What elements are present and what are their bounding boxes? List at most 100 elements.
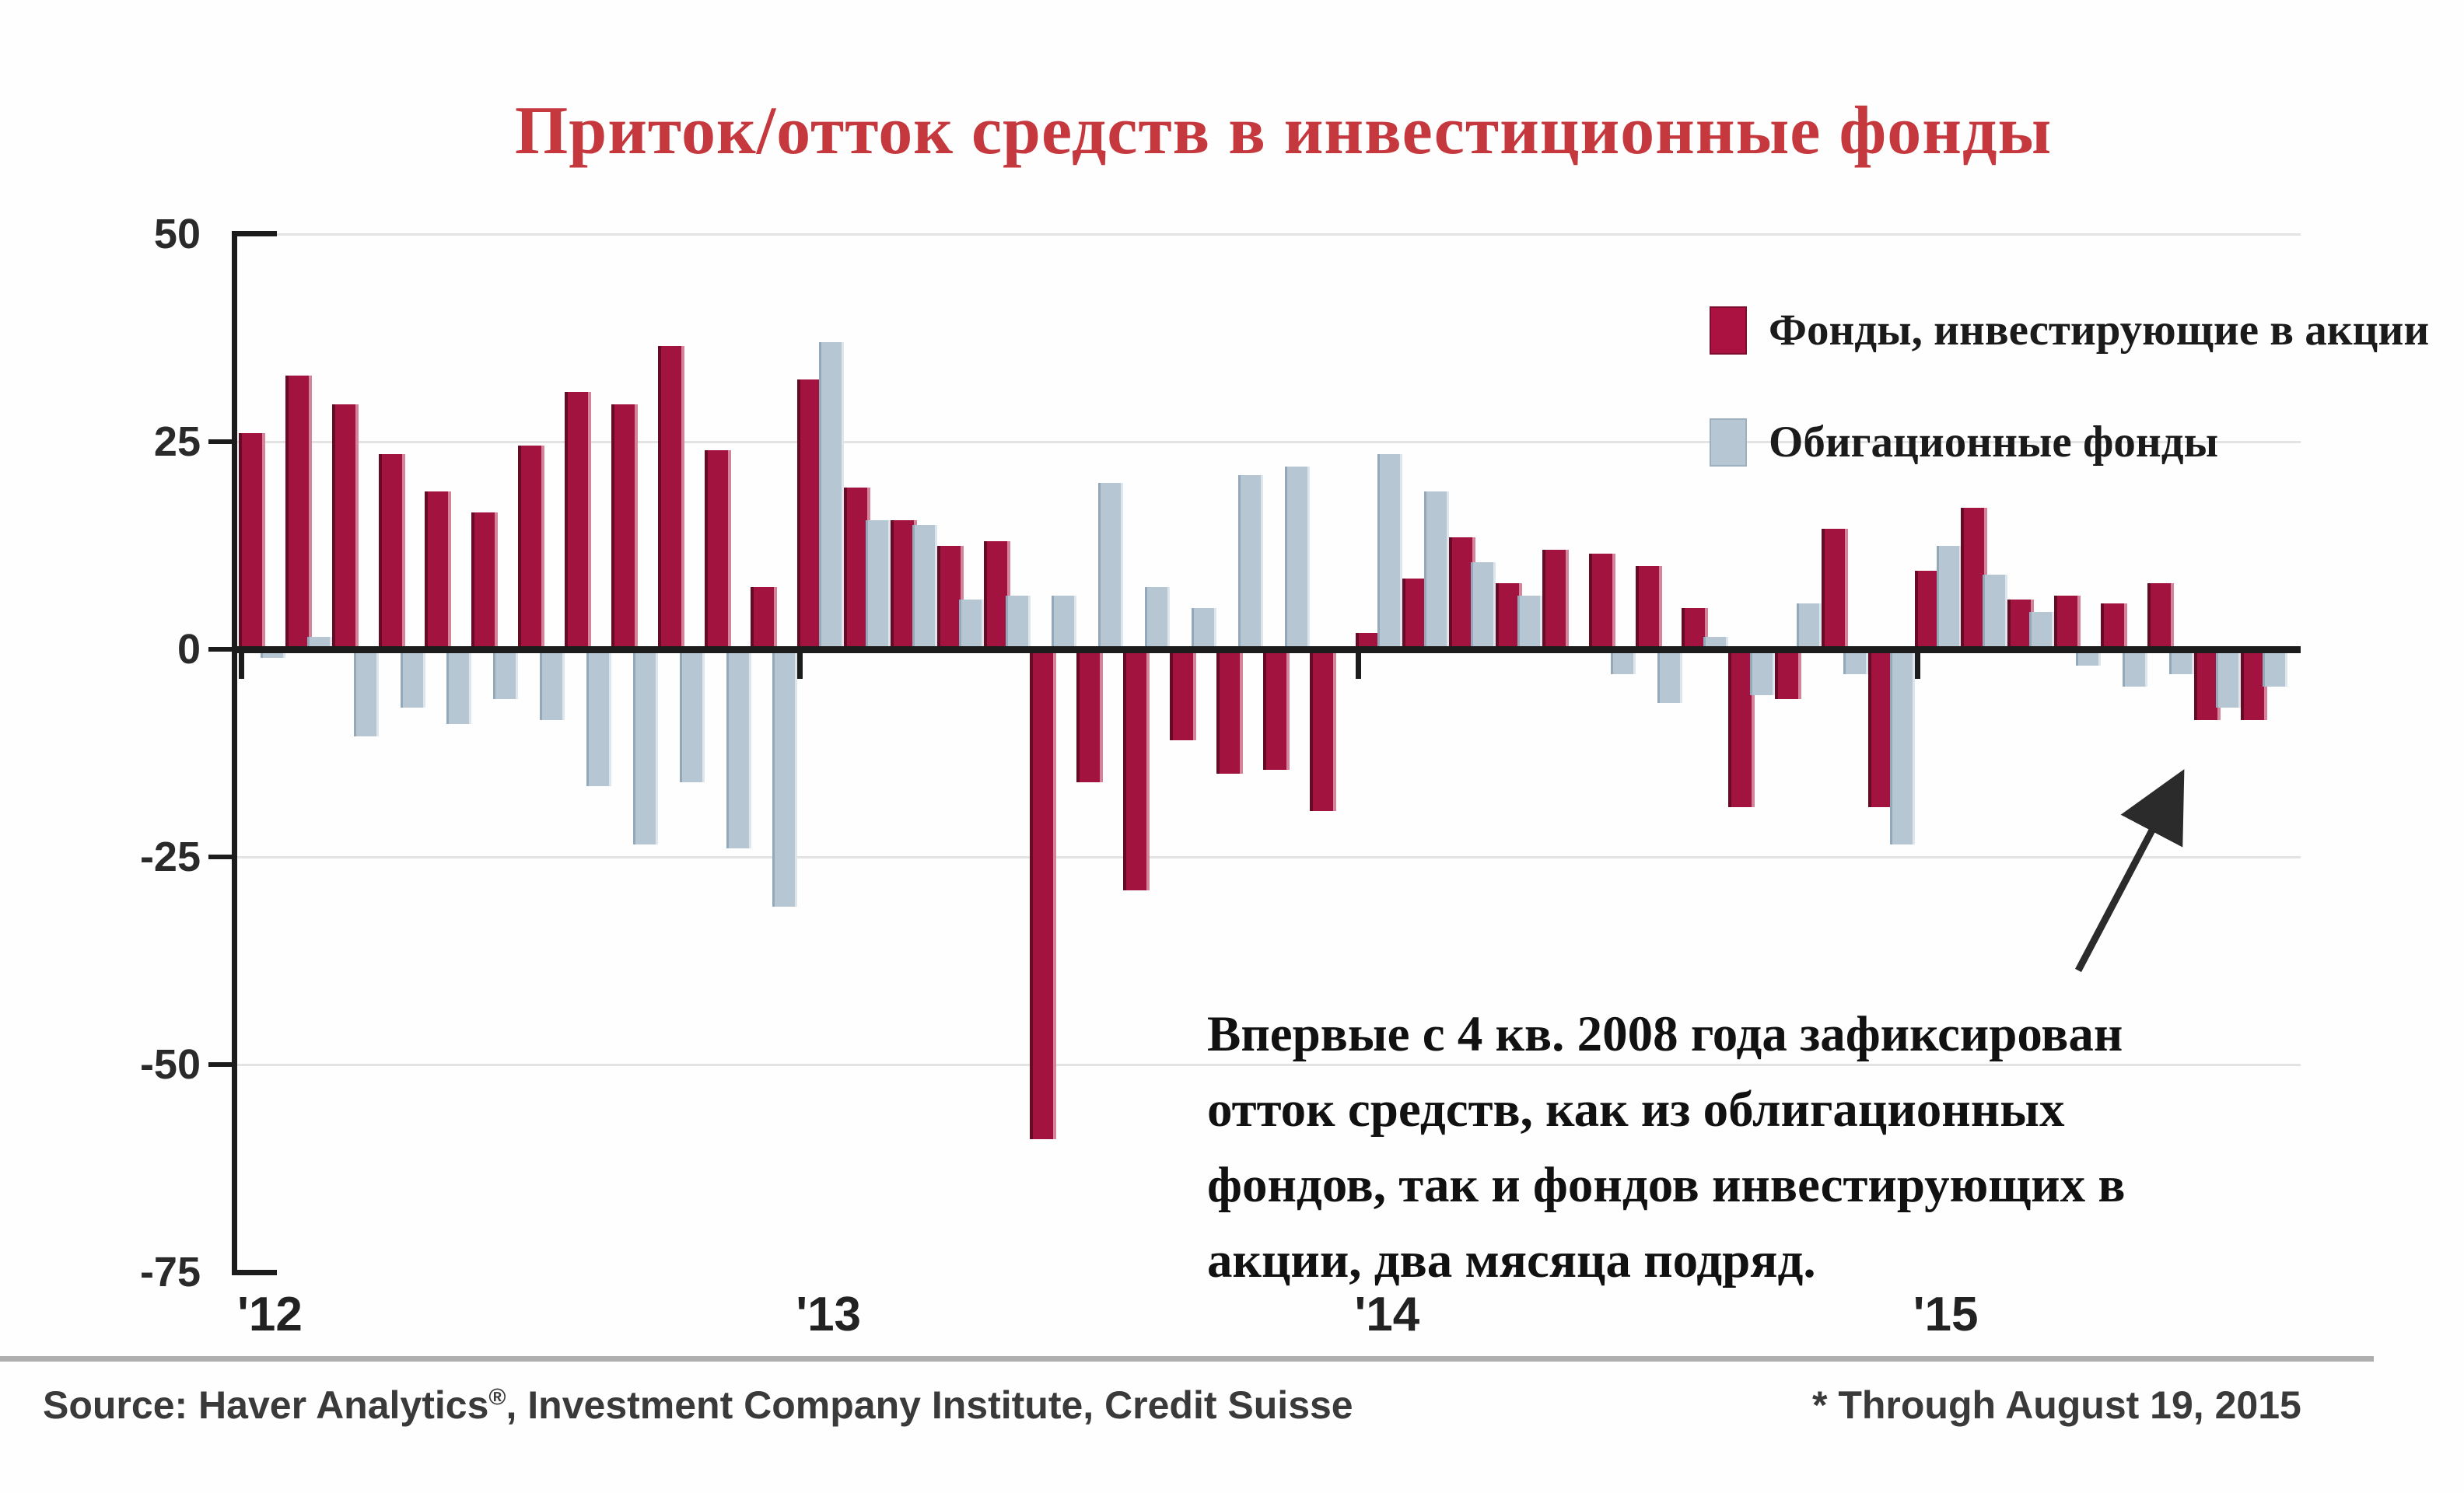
equity-funds-swatch-icon xyxy=(1710,306,1747,355)
equity-bar xyxy=(657,346,684,649)
source-prefix: Source: Haver Analytics xyxy=(43,1383,489,1427)
equity-bar xyxy=(378,454,405,649)
x-year-label: '13 xyxy=(796,1288,862,1341)
y-tick-label: -75 xyxy=(139,1249,201,1295)
equity-bar xyxy=(2101,603,2127,649)
equity-bar xyxy=(1216,649,1243,774)
bond-bar xyxy=(306,636,332,649)
y-tick-label: 50 xyxy=(153,211,201,257)
equity-bar xyxy=(1588,554,1615,649)
bond-bar xyxy=(1889,649,1915,844)
equity-bar xyxy=(1821,529,1848,649)
bond-bar xyxy=(1192,607,1216,649)
equity-bar xyxy=(425,491,452,649)
bond-bar xyxy=(1936,545,1962,649)
source-suffix: , Investment Company Institute, Credit S… xyxy=(506,1383,1353,1427)
bond-bar xyxy=(1750,649,1776,695)
bond-bar xyxy=(400,649,425,708)
y-axis-bottom-bracket xyxy=(232,1270,277,1275)
annotation-line: Впервые с 4 кв. 2008 года зафиксирован xyxy=(1207,1006,2123,1062)
bond-bar xyxy=(958,599,984,649)
y-tick-label: 0 xyxy=(177,626,201,673)
legend-label-bond-funds: Обигационные фонды xyxy=(1769,418,2219,467)
bond-bar xyxy=(1237,474,1263,649)
y-tick-label: 25 xyxy=(153,418,201,465)
gridline xyxy=(232,233,2301,236)
bond-bar xyxy=(1843,649,1868,675)
bond-bar xyxy=(2123,649,2147,687)
equity-bar xyxy=(2054,595,2081,649)
equity-bar xyxy=(1542,549,1569,649)
bond-bar xyxy=(2215,649,2241,708)
x-year-tick xyxy=(239,649,244,679)
annotation-line: акции, два мясяца подряд. xyxy=(1207,1233,1816,1288)
x-year-label: '12 xyxy=(237,1288,303,1341)
equity-bar xyxy=(704,449,731,649)
bond-bar xyxy=(1471,561,1496,649)
gridline xyxy=(232,441,2301,443)
zero-line xyxy=(232,646,2301,653)
y-axis-tick xyxy=(208,855,232,859)
bond-bar xyxy=(1797,603,1822,649)
equity-bar xyxy=(1635,566,1662,649)
y-axis-tick xyxy=(208,647,232,652)
equity-bar xyxy=(518,446,545,649)
x-year-label: '14 xyxy=(1354,1288,1420,1341)
x-year-tick xyxy=(1914,649,1920,679)
annotation-line: фондов, так и фондов инвестирующих в xyxy=(1207,1157,2126,1213)
bond-bar xyxy=(1424,491,1450,649)
bond-bar xyxy=(726,649,751,849)
x-year-tick xyxy=(1356,649,1362,679)
equity-bar xyxy=(1309,649,1336,812)
equity-bar xyxy=(1170,649,1196,741)
equity-bar xyxy=(331,404,359,649)
bond-bar xyxy=(679,649,705,782)
legend-item-equity-funds: Фонды, инвестирующие в акции xyxy=(1710,305,2429,355)
bond-bar xyxy=(1145,586,1171,649)
equity-bar xyxy=(1775,649,1802,700)
equity-bar xyxy=(239,433,265,649)
source-text: Source: Haver Analytics®, Investment Com… xyxy=(43,1383,1353,1428)
equity-bar xyxy=(2147,582,2174,649)
bond-bar xyxy=(772,649,798,907)
bond-bar xyxy=(353,649,379,737)
legend-label-equity-funds: Фонды, инвестирующие в акции xyxy=(1769,306,2430,355)
bond-bar xyxy=(2262,649,2287,687)
bond-funds-swatch-icon xyxy=(1710,418,1747,467)
equity-bar xyxy=(751,586,778,649)
bond-bar xyxy=(2029,611,2055,649)
y-tick-label: -50 xyxy=(139,1041,201,1088)
equity-bar xyxy=(285,375,312,649)
bond-bar xyxy=(866,520,891,649)
equity-bar xyxy=(1030,649,1057,1140)
legend-item-bond-funds: Обигационные фонды xyxy=(1710,417,2218,467)
y-tick-label: -25 xyxy=(139,834,201,880)
equity-bar xyxy=(611,404,638,649)
x-year-tick xyxy=(797,649,803,679)
bond-bar xyxy=(540,649,565,720)
bond-bar xyxy=(1284,467,1310,649)
footnote-text: * Through August 19, 2015 xyxy=(1812,1383,2301,1427)
bond-bar xyxy=(1098,483,1124,649)
bond-bar xyxy=(632,649,658,844)
equity-bar xyxy=(471,512,499,649)
y-axis-tick xyxy=(208,1062,232,1067)
bond-bar xyxy=(1005,595,1031,649)
bond-bar xyxy=(586,649,611,787)
bond-bar xyxy=(1377,454,1403,649)
registered-mark-icon: ® xyxy=(488,1384,506,1411)
y-axis-top-bracket xyxy=(232,231,277,236)
equity-bar xyxy=(1262,649,1290,770)
bond-bar xyxy=(1703,636,1729,649)
bond-bar xyxy=(819,341,845,649)
bond-bar xyxy=(1983,574,2008,649)
x-year-label: '15 xyxy=(1913,1288,1979,1341)
bond-bar xyxy=(912,524,937,649)
bond-bar xyxy=(493,649,519,700)
gridline xyxy=(232,856,2301,858)
bond-bar xyxy=(1657,649,1682,704)
bond-bar xyxy=(2168,649,2194,675)
chart-title: Приток/отток средств в инвестиционные фо… xyxy=(514,93,2053,169)
